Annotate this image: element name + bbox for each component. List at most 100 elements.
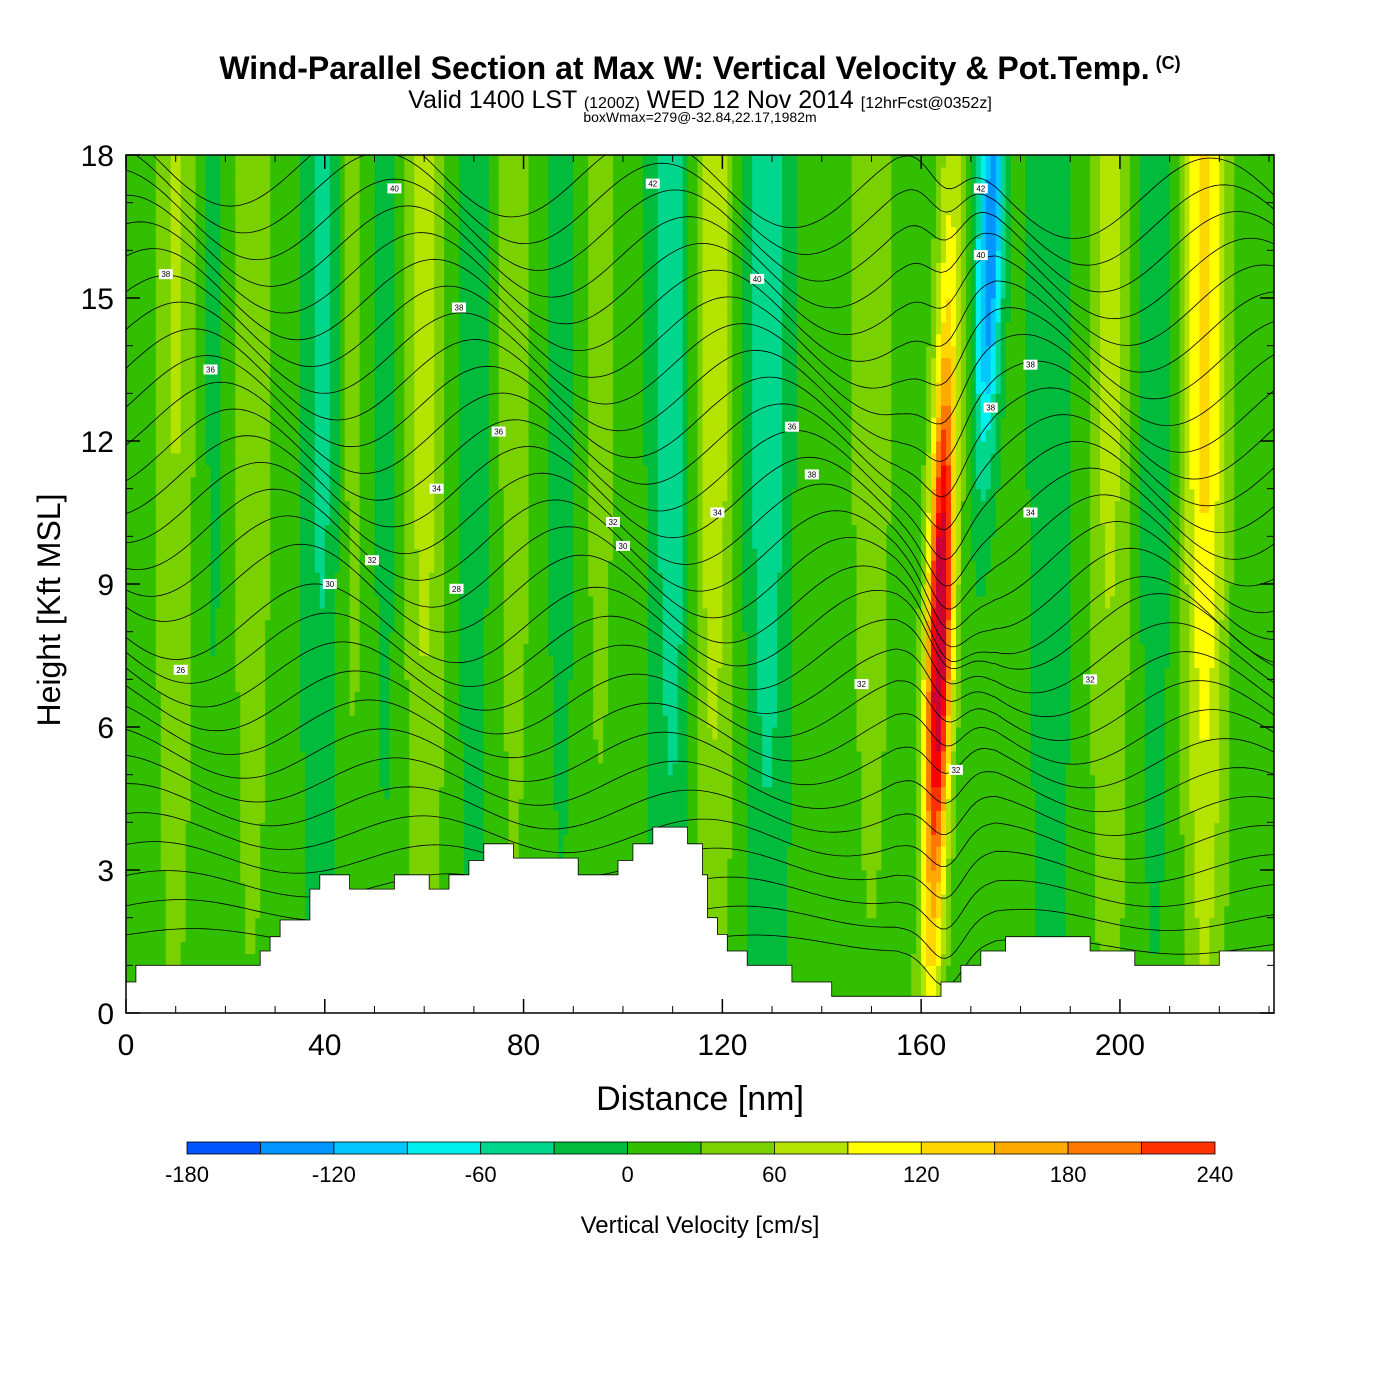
velocity-cell	[379, 441, 386, 454]
velocity-cell	[324, 655, 331, 669]
velocity-cell	[280, 381, 286, 394]
velocity-cell	[175, 941, 182, 955]
velocity-cell	[394, 512, 400, 526]
velocity-cell	[419, 405, 425, 418]
velocity-cell	[200, 178, 207, 192]
velocity-cell	[145, 321, 152, 335]
velocity-cell	[130, 762, 137, 776]
velocity-cell	[126, 584, 132, 597]
velocity-cell	[369, 524, 376, 537]
velocity-cell	[200, 500, 207, 514]
velocity-cell	[324, 703, 331, 716]
velocity-cell	[414, 846, 420, 859]
velocity-cell	[275, 369, 281, 383]
velocity-cell	[195, 822, 202, 835]
velocity-cell	[180, 321, 187, 335]
velocity-cell	[210, 738, 217, 752]
velocity-cell	[155, 750, 162, 764]
chart-subtitle: Valid 1400 LST (1200Z) WED 12 Nov 2014 […	[0, 86, 1400, 115]
velocity-cell	[324, 488, 331, 502]
velocity-cell	[220, 607, 226, 621]
velocity-cell	[230, 286, 236, 299]
velocity-cell	[135, 572, 142, 585]
velocity-cell	[394, 321, 400, 335]
velocity-cell	[314, 655, 321, 669]
velocity-cell	[458, 333, 465, 347]
velocity-cell	[304, 286, 311, 299]
velocity-cell	[180, 476, 187, 490]
velocity-cell	[140, 333, 147, 347]
velocity-cell	[235, 250, 241, 263]
velocity-cell	[369, 691, 376, 704]
velocity-cell	[414, 309, 420, 323]
velocity-cell	[294, 655, 301, 669]
velocity-cell	[130, 774, 137, 788]
velocity-cell	[165, 321, 172, 335]
velocity-cell	[240, 357, 246, 371]
velocity-cell	[324, 155, 331, 168]
velocity-cell	[304, 822, 311, 835]
velocity-cell	[260, 452, 266, 466]
velocity-cell	[389, 750, 395, 764]
velocity-cell	[309, 595, 316, 609]
velocity-cell	[250, 548, 256, 561]
velocity-cell	[270, 595, 276, 609]
velocity-cell	[354, 393, 361, 406]
title-main-text: Wind-Parallel Section at Max W: Vertical…	[219, 50, 1150, 86]
velocity-cell	[369, 155, 376, 168]
velocity-cell	[304, 381, 311, 394]
velocity-cell	[160, 619, 167, 633]
velocity-cell	[324, 417, 331, 430]
velocity-cell	[185, 190, 192, 204]
velocity-cell	[225, 274, 231, 287]
velocity-cell	[155, 357, 162, 371]
velocity-cell	[135, 858, 142, 871]
velocity-cell	[394, 274, 400, 287]
velocity-cell	[270, 381, 276, 394]
velocity-cell	[364, 274, 371, 287]
velocity-cell	[414, 357, 420, 371]
velocity-cell	[200, 476, 207, 490]
velocity-cell	[205, 393, 212, 406]
velocity-cell	[285, 786, 291, 800]
velocity-cell	[200, 369, 207, 383]
velocity-cell	[339, 488, 346, 502]
velocity-cell	[364, 774, 371, 788]
velocity-cell	[334, 333, 341, 347]
velocity-cell	[369, 822, 376, 835]
velocity-cell	[270, 762, 276, 776]
velocity-cell	[458, 488, 465, 502]
velocity-cell	[359, 631, 366, 645]
velocity-cell	[359, 667, 366, 680]
velocity-cell	[434, 643, 440, 657]
velocity-cell	[304, 905, 311, 919]
velocity-cell	[324, 560, 331, 573]
velocity-cell	[314, 202, 321, 216]
velocity-cell	[299, 691, 306, 704]
velocity-cell	[309, 381, 316, 394]
velocity-cell	[195, 870, 202, 883]
velocity-cell	[126, 238, 132, 251]
velocity-cell	[270, 870, 276, 883]
velocity-cell	[379, 298, 386, 311]
velocity-cell	[364, 667, 371, 680]
velocity-cell	[280, 643, 286, 657]
velocity-cell	[245, 595, 251, 609]
velocity-cell	[374, 345, 381, 359]
velocity-cell	[140, 405, 147, 418]
velocity-cell	[374, 369, 381, 383]
velocity-cell	[285, 870, 291, 883]
velocity-cell	[240, 441, 246, 454]
velocity-cell	[170, 917, 177, 931]
velocity-cell	[230, 798, 236, 812]
velocity-cell	[384, 155, 390, 168]
velocity-cell	[454, 452, 460, 466]
velocity-cell	[369, 345, 376, 359]
velocity-cell	[245, 870, 251, 883]
velocity-cell	[200, 834, 207, 847]
velocity-cell	[130, 941, 137, 955]
velocity-cell	[364, 703, 371, 716]
velocity-cell	[210, 166, 217, 180]
velocity-cell	[150, 881, 157, 895]
velocity-cell	[414, 679, 420, 692]
